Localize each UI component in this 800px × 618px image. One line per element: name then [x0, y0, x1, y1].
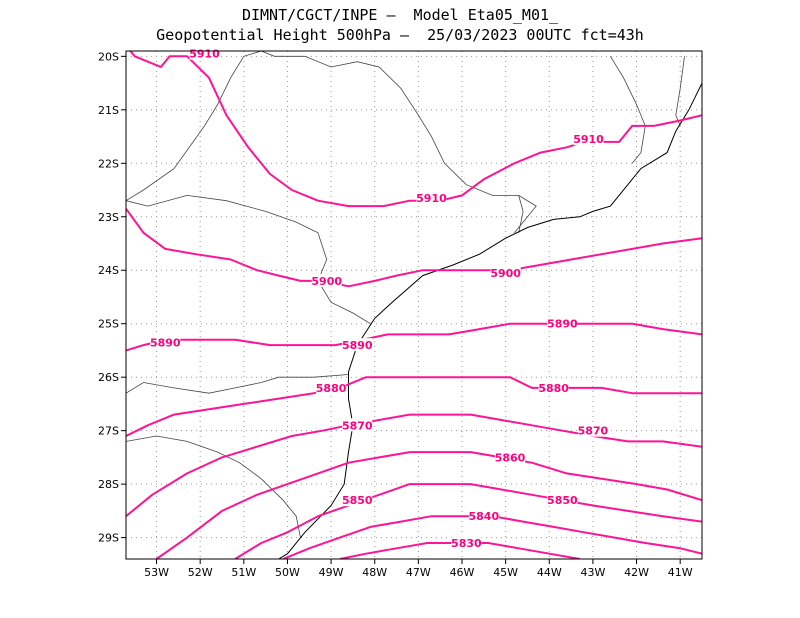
contour-label: 5860 [495, 451, 526, 464]
contour-label: 5890 [342, 339, 373, 352]
contour-label-bg [342, 338, 373, 352]
contour-label: 5840 [469, 510, 500, 523]
contour-label: 5850 [547, 494, 578, 507]
state-border-line [261, 51, 537, 234]
contour-label: 5870 [342, 419, 373, 432]
axis-ticks: 53W 52W 51W 50W 49W 48W 47W 46W 45W 44W 43W 42W 41W 2… [98, 50, 693, 579]
lon-tick-label: 51W [231, 566, 256, 579]
lon-tick-label: 50W [275, 566, 300, 579]
contour-label: 5850 [342, 494, 373, 507]
contour-label-bg [547, 493, 578, 507]
lon-tick-label: 44W [537, 566, 562, 579]
contour-label-bg [495, 450, 525, 464]
contour-label-bg [490, 265, 521, 279]
contour-label-bg [150, 335, 181, 349]
state-border-line [126, 51, 262, 202]
contour-label-bg [316, 380, 347, 394]
contour-label: 5910 [416, 192, 447, 205]
state-border-line [126, 194, 371, 325]
contour-label: 5900 [490, 267, 521, 280]
contour-label: 5880 [316, 382, 347, 395]
state-border-line [610, 56, 646, 164]
lon-tick-label: 52W [188, 566, 213, 579]
contour-label-bg [189, 46, 220, 60]
lat-tick-label: 29S [98, 532, 119, 545]
contour-label: 5880 [538, 382, 569, 395]
state-border-line [126, 374, 349, 394]
lon-tick-label: 47W [406, 566, 431, 579]
lon-tick-label: 42W [624, 566, 649, 579]
coastline [278, 82, 702, 559]
contour-label-bg [416, 191, 447, 205]
coastline-line [278, 82, 702, 559]
contour-label-bg [342, 418, 373, 432]
contour-label-bg [342, 493, 373, 507]
state-border-line [518, 195, 524, 233]
lat-tick-label: 23S [98, 211, 119, 224]
contour-5890 [126, 322, 702, 352]
map-title-line-2: Geopotential Height 500hPa – 25/03/2023 … [156, 26, 644, 44]
map-plot-area [126, 51, 702, 559]
lat-tick-label: 27S [98, 425, 119, 438]
contour-label: 5890 [547, 318, 578, 331]
lon-tick-label: 45W [493, 566, 518, 579]
lon-tick-label: 43W [580, 566, 605, 579]
lon-tick-label: 53W [144, 566, 169, 579]
contour-label-bg [573, 132, 604, 146]
state-borders [126, 51, 685, 538]
lat-tick-label: 25S [98, 318, 119, 331]
lon-tick-label: 49W [319, 566, 344, 579]
contour-label-bg [451, 535, 482, 549]
lon-tick-label: 48W [362, 566, 387, 579]
contour-5880 [126, 376, 702, 437]
contour-label: 5910 [573, 133, 604, 146]
contour-label-bg [547, 316, 578, 330]
contour-label-bg [538, 380, 569, 394]
lon-tick-label: 46W [450, 566, 475, 579]
contour-label-bg [577, 423, 608, 437]
lat-tick-label: 28S [98, 478, 119, 491]
contour-5850 [234, 483, 702, 559]
graticule-grid [126, 51, 702, 559]
lat-tick-label: 20S [98, 50, 119, 63]
contour-label-bg [468, 509, 499, 523]
contour-labels: 5910 5910 5910 5900 5900 5890 5890 5890 5880 5880… [150, 46, 609, 550]
contour-label: 5870 [578, 425, 609, 438]
map-frame [125, 50, 703, 560]
lat-tick-label: 22S [98, 157, 119, 170]
contour-5910 [129, 51, 702, 208]
map-title-line-1: DIMNT/CGCT/INPE – Model Eta05_M01_ [241, 6, 559, 24]
contour-label-bg [311, 273, 342, 287]
contour-label: 5910 [189, 48, 220, 61]
lat-tick-label: 21S [98, 104, 119, 117]
state-border-line [126, 435, 301, 538]
contour-label: 5900 [311, 275, 342, 288]
lat-tick-label: 26S [98, 371, 119, 384]
contour-label: 5890 [150, 336, 181, 349]
contour-label: 5830 [451, 537, 482, 550]
lat-tick-label: 24S [98, 264, 119, 277]
contour-5900 [126, 208, 702, 288]
lon-tick-label: 41W [668, 566, 693, 579]
contour-5860 [155, 451, 702, 559]
